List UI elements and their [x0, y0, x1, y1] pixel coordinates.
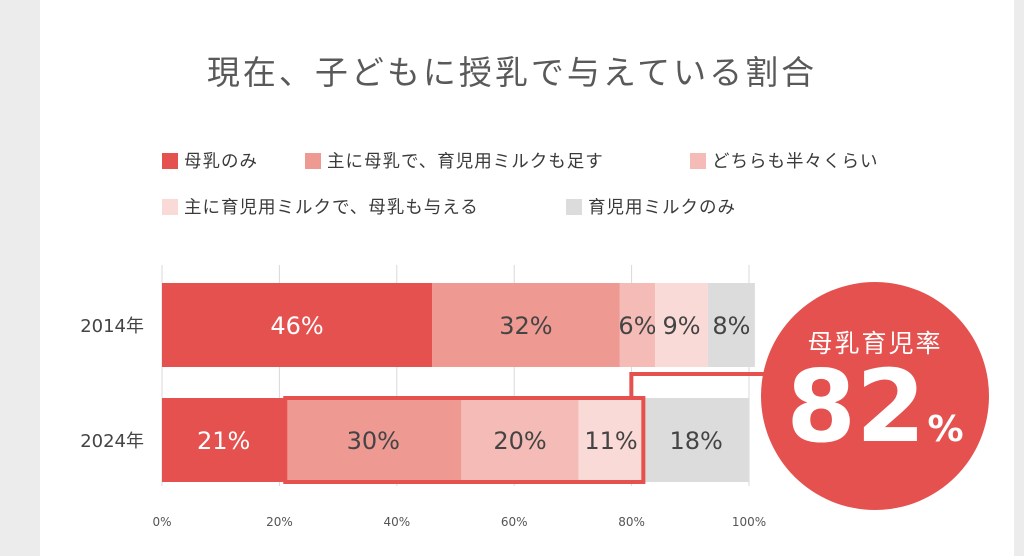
- data-label: 18%: [669, 427, 722, 455]
- bar-segment: [655, 283, 708, 367]
- data-label: 30%: [347, 427, 400, 455]
- badge-label: 母乳育児率: [807, 329, 943, 358]
- data-label: 8%: [712, 312, 750, 340]
- legend-label-half: どちらも半々くらい: [712, 152, 879, 172]
- legend-item-mainly-breast: 主に母乳で、育児用ミルクも足す: [305, 148, 604, 173]
- chart-title: 現在、子どもに授乳で与えている割合: [206, 53, 818, 92]
- x-tick-label: 40%: [383, 515, 410, 529]
- data-label: 21%: [197, 427, 250, 455]
- x-tick-label: 80%: [618, 515, 645, 529]
- bar-segment: [162, 398, 286, 482]
- x-tick-label: 0%: [152, 515, 171, 529]
- data-label: 6%: [618, 312, 656, 340]
- legend-label-formula-only: 育児用ミルクのみ: [588, 198, 736, 218]
- bar-segment: [619, 283, 656, 367]
- bar-segment: [461, 398, 579, 482]
- x-tick-label: 100%: [732, 515, 766, 529]
- highlight-box: [283, 396, 646, 484]
- legend-swatch-half: [690, 152, 706, 169]
- x-tick-label: 20%: [266, 515, 293, 529]
- legend-label-mainly-formula: 主に育児用ミルクで、母乳も与える: [184, 198, 479, 218]
- highlight-connector: [629, 372, 790, 398]
- bar-segment: [707, 283, 755, 367]
- breastfeeding-rate-badge: 母乳育児率 82%: [761, 282, 989, 510]
- data-label: 20%: [493, 427, 546, 455]
- data-label: 32%: [499, 312, 552, 340]
- bar-segment: [432, 283, 620, 367]
- badge-value: 82: [786, 348, 926, 465]
- bar-segment: [162, 283, 433, 367]
- legend-swatch-breast-only: [162, 152, 178, 169]
- legend-item-mainly-formula: 主に育児用ミルクで、母乳も与える: [162, 194, 479, 219]
- legend-swatch-formula-only: [566, 198, 582, 215]
- bar-segment: [285, 398, 462, 482]
- bar-segment: [643, 398, 749, 482]
- data-label: 9%: [662, 312, 700, 340]
- category-label: 2014年: [80, 316, 144, 337]
- bar-segment: [578, 398, 644, 482]
- legend-swatch-mainly-breast: [305, 152, 321, 169]
- category-label: 2024年: [80, 431, 144, 452]
- legend-label-breast-only: 母乳のみ: [184, 152, 258, 172]
- badge-unit: %: [927, 409, 964, 450]
- data-label: 11%: [584, 427, 637, 455]
- legend-item-half: どちらも半々くらい: [690, 148, 879, 173]
- legend-item-breast-only: 母乳のみ: [162, 148, 258, 173]
- x-tick-label: 60%: [501, 515, 528, 529]
- legend-label-mainly-breast: 主に母乳で、育児用ミルクも足す: [327, 152, 604, 172]
- badge-value-wrap: 82%: [761, 352, 989, 462]
- legend-swatch-mainly-formula: [162, 198, 178, 215]
- legend-item-formula-only: 育児用ミルクのみ: [566, 194, 736, 219]
- data-label: 46%: [270, 312, 323, 340]
